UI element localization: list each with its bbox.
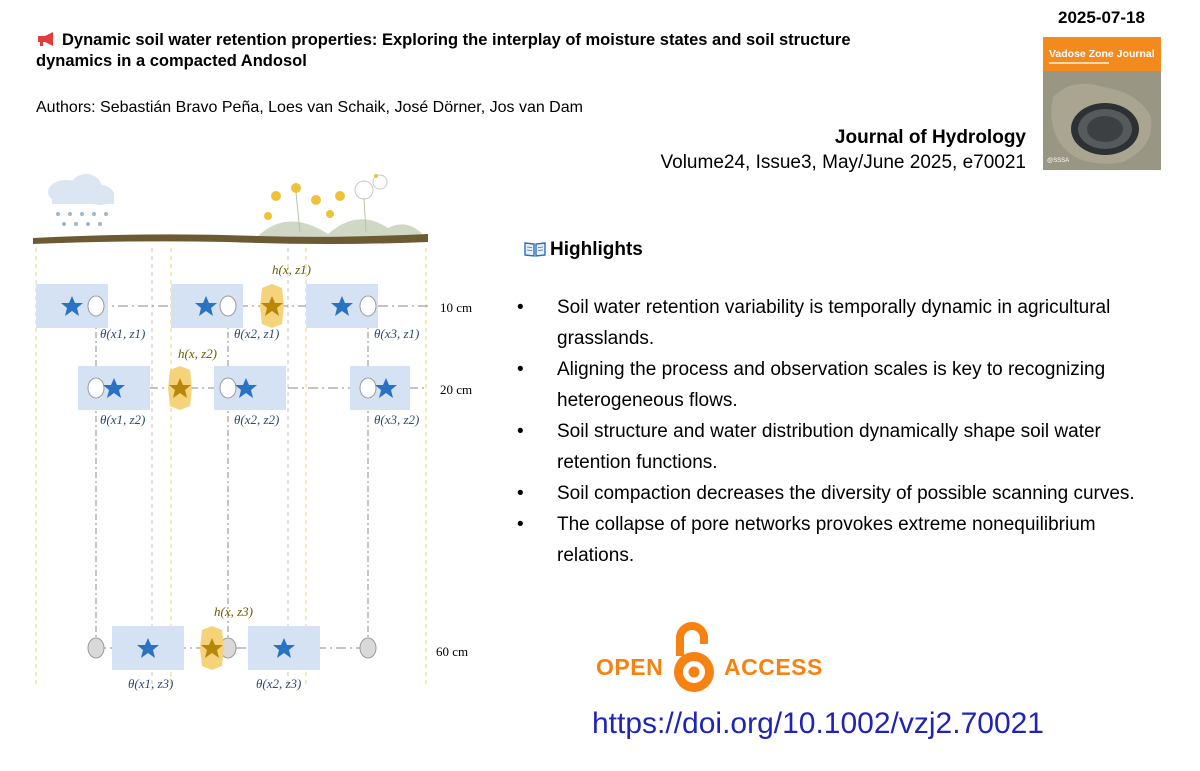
highlight-item: • Soil compaction decreases the diversity… [517, 478, 1137, 509]
highlights-heading-text: Highlights [550, 239, 643, 260]
h-label: h(x, z2) [178, 346, 217, 361]
theta-label: θ(x1, z1) [100, 326, 145, 341]
journal-name: Journal of Hydrology [834, 127, 1026, 148]
highlights-list: • Soil water retention variability is tem… [517, 292, 1137, 571]
journal-cover-image: Vadose Zone Journal @SSSA [1043, 37, 1161, 170]
highlight-item: • Aligning the process and observation sc… [517, 354, 1137, 416]
megaphone-icon [38, 32, 53, 46]
theta-label: θ(x2, z2) [234, 412, 279, 427]
paper-title: Dynamic soil water retention properties:… [36, 30, 896, 72]
bullet: • [517, 359, 524, 380]
rain-drops-icon [56, 212, 108, 226]
publication-date: 2025-07-18 [1058, 8, 1145, 27]
theta-label: θ(x2, z3) [256, 676, 301, 691]
open-access-access-text: ACCESS [724, 654, 823, 680]
paper-title-text: Dynamic soil water retention properties:… [36, 31, 851, 70]
bullet: • [517, 483, 524, 504]
h-label: h(x, z1) [272, 262, 311, 277]
depth-label: 60 cm [436, 644, 468, 659]
theta-label: θ(x2, z1) [234, 326, 279, 341]
cloud-icon [48, 174, 114, 205]
bullet: • [517, 297, 524, 318]
bullet: • [517, 514, 524, 535]
bullet: • [517, 421, 524, 442]
theta-label: θ(x3, z2) [374, 412, 419, 427]
h-label: h(x, z3) [214, 604, 253, 619]
depth-label: 10 cm [440, 300, 472, 315]
highlight-item: • Soil water retention variability is tem… [517, 292, 1137, 354]
open-access-open-text: OPEN [596, 654, 664, 680]
highlight-item: • The collapse of pore networks provokes … [517, 509, 1137, 571]
theta-label: θ(x1, z3) [128, 676, 173, 691]
depth-row-20cm: 20 cm θ(x1, z2) θ(x2, z2) θ(x3, z2) h(x,… [78, 346, 472, 427]
ground-surface [33, 234, 428, 244]
highlights-heading: Highlights [524, 239, 643, 261]
depth-row-60cm: 60 cm θ(x1, z3) θ(x2, z3) h(x, z3) [87, 604, 468, 691]
depth-row-10cm: 10 cm θ(x1, z1) θ(x2, z1) θ(x3, z1) h(x,… [36, 262, 472, 341]
authors-line: Authors: Sebastián Bravo Peña, Loes van … [36, 99, 583, 116]
dandelion-plants-icon [258, 174, 424, 236]
doi-link[interactable]: https://doi.org/10.1002/vzj2.70021 [592, 707, 1044, 740]
open-lock-icon [674, 622, 714, 692]
theta-label: θ(x1, z2) [100, 412, 145, 427]
cover-publisher: @SSSA [1047, 158, 1069, 164]
soil-profile-figure: 10 cm θ(x1, z1) θ(x2, z1) θ(x3, z1) h(x,… [33, 174, 472, 691]
highlight-item: • Soil structure and water distribution d… [517, 416, 1137, 478]
theta-label: θ(x3, z1) [374, 326, 419, 341]
depth-label: 20 cm [440, 382, 472, 397]
cover-title: Vadose Zone Journal [1049, 48, 1155, 60]
open-book-icon [524, 242, 546, 257]
open-access-logo: OPEN ACCESS [596, 620, 826, 700]
journal-volume: Volume24, Issue3, May/June 2025, e70021 [660, 152, 1026, 173]
